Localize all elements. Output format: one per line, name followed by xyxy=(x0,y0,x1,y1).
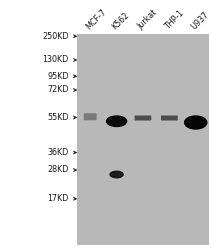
Bar xyxy=(77,34,209,245)
Text: 28KD: 28KD xyxy=(47,166,69,174)
Text: THP-1: THP-1 xyxy=(163,8,186,31)
Text: 250KD: 250KD xyxy=(42,32,69,41)
Ellipse shape xyxy=(185,116,207,129)
FancyBboxPatch shape xyxy=(84,113,97,120)
FancyBboxPatch shape xyxy=(135,116,151,120)
Ellipse shape xyxy=(110,171,123,178)
Text: 72KD: 72KD xyxy=(47,86,69,94)
Text: 17KD: 17KD xyxy=(47,194,69,203)
Text: 36KD: 36KD xyxy=(47,148,69,157)
FancyBboxPatch shape xyxy=(161,116,178,120)
Text: 95KD: 95KD xyxy=(47,72,69,81)
Text: 55KD: 55KD xyxy=(47,113,69,122)
Text: MCF-7: MCF-7 xyxy=(84,7,108,31)
Ellipse shape xyxy=(107,116,127,126)
Text: Jurkat: Jurkat xyxy=(137,8,160,31)
Text: 130KD: 130KD xyxy=(42,56,69,64)
Text: U937: U937 xyxy=(189,10,211,31)
Text: K562: K562 xyxy=(110,10,131,31)
